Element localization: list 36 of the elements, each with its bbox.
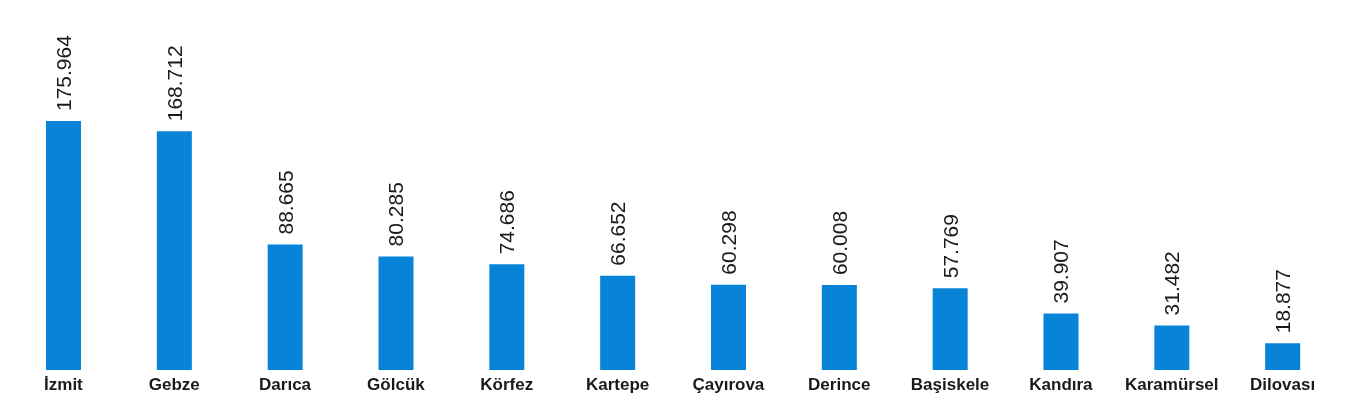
x-tick-label: Çayırova [692, 375, 765, 395]
x-tick-label: Karamürsel [1124, 375, 1219, 395]
data-label: 60.008 [827, 210, 851, 276]
x-tick-label: Derince [808, 375, 871, 395]
data-label: 175.964 [52, 34, 75, 111]
data-label: 39.907 [1049, 239, 1073, 304]
bar [711, 284, 746, 370]
bar [600, 275, 636, 370]
data-label: 80.285 [384, 182, 408, 247]
x-tick-label: İzmit [44, 375, 84, 395]
data-label: 31.482 [1160, 251, 1184, 316]
bar [489, 264, 525, 370]
x-tick-label: Kandıra [1029, 375, 1094, 395]
bar [1265, 343, 1301, 370]
x-tick-label: Kartepe [585, 375, 650, 395]
x-tick-label: Körfez [480, 375, 534, 395]
data-label: 60.298 [717, 210, 740, 275]
data-label: 66.652 [606, 201, 630, 266]
bar [1154, 325, 1190, 370]
x-tick-label: Dilovası [1249, 375, 1316, 395]
bar [156, 131, 192, 370]
data-label: 18.877 [1271, 269, 1295, 334]
x-tick-label: Başiskele [910, 375, 990, 395]
bar [932, 288, 968, 370]
bar [267, 244, 303, 370]
data-label: 57.769 [938, 214, 962, 279]
bar [378, 256, 414, 370]
data-label: 74.686 [495, 190, 519, 255]
x-tick-label: Gebze [148, 375, 200, 395]
x-tick-label: Gölcük [367, 375, 426, 395]
x-tick-label: Darıca [259, 375, 312, 395]
bar [46, 121, 81, 370]
data-label: 168.712 [162, 45, 186, 122]
bar [821, 285, 857, 370]
bar [1043, 313, 1079, 370]
data-label: 88.665 [273, 170, 297, 235]
